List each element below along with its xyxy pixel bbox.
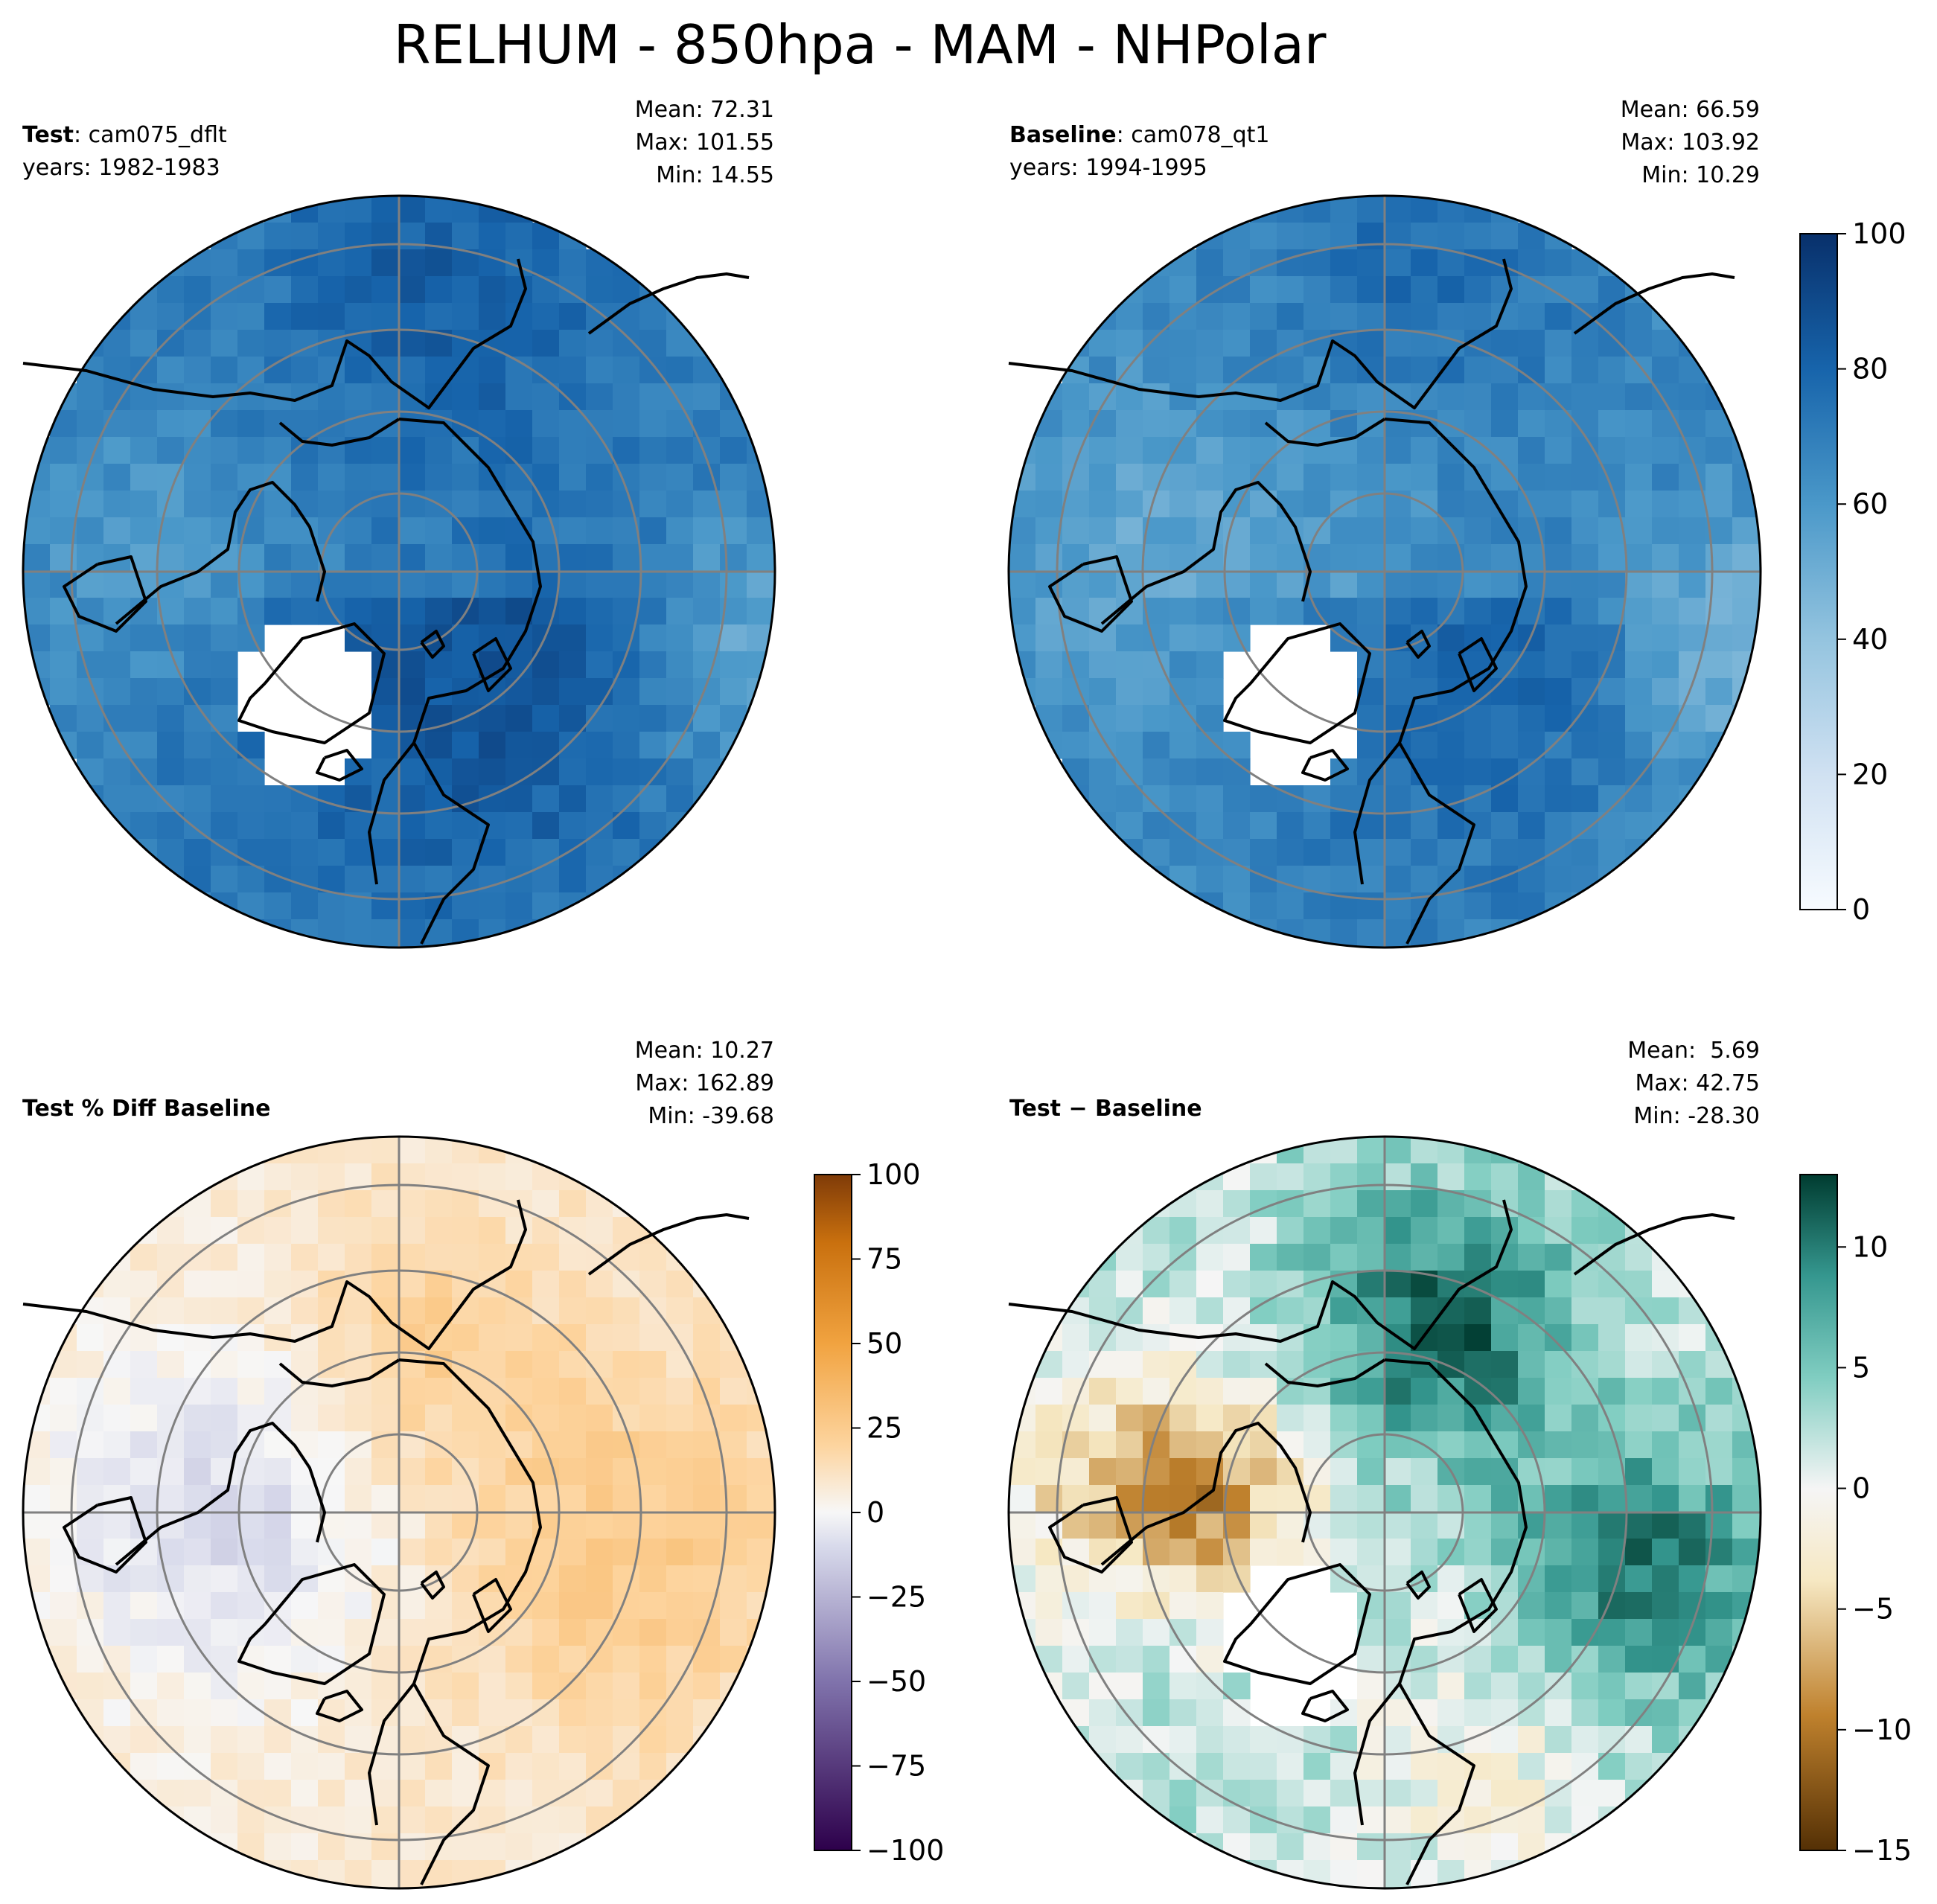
baseline-min: Min: 10.29 [1641,162,1760,188]
colorbar-tick-label: −50 [867,1665,926,1698]
test-min: Min: 14.55 [656,162,774,188]
test-map-overlay [22,194,776,949]
baseline-colorbar-bar [1799,233,1838,910]
colorbar-tick-label: 80 [1852,353,1888,386]
pctdiff-map-boundary [22,1135,776,1890]
colorbar-tick-label: 50 [867,1327,902,1360]
colorbar-tick-label: −75 [867,1750,926,1783]
colorbar-tick-label: 20 [1852,758,1888,790]
baseline-max: Max: 103.92 [1621,130,1760,156]
colorbar-tick-label: 0 [1852,893,1870,926]
colorbar-tick-label: −25 [867,1581,926,1614]
colorbar-tick-label: 75 [867,1243,902,1276]
pctdiff-min: Min: -39.68 [648,1103,774,1129]
baseline-label: Baseline: cam078_qt1 years: 1994-1995 [1009,119,1270,185]
colorbar-tick-label: 100 [1852,217,1906,250]
diff-max: Max: 42.75 [1635,1070,1760,1096]
diff-min: Min: -28.30 [1633,1103,1760,1129]
colorbar-tick-label: 40 [1852,623,1888,656]
baseline-map-boundary [1007,194,1762,949]
pctdiff-map-overlay [22,1135,776,1890]
colorbar-tick-label: 0 [1852,1472,1870,1505]
colorbar-tick-label: 100 [867,1158,921,1191]
diff-mean: Mean: 5.69 [1627,1038,1760,1064]
diff-stats: Mean: 5.69 Max: 42.75 Min: -28.30 [1627,1035,1760,1133]
test-label-rest: : cam075_dflt [74,122,227,148]
test-mean: Mean: 72.31 [634,97,774,123]
test-label: Test: cam075_dflt years: 1982-1983 [22,119,227,185]
test-max: Max: 101.55 [635,130,774,156]
figure-title: RELHUM - 850hpa - MAM - NHPolar [393,13,1327,76]
diff-colorbar: 10 5 0 −5 −10 −15 [1799,1174,1912,1867]
test-stats: Mean: 72.31 Max: 101.55 Min: 14.55 [635,94,774,192]
test-label-bold: Test [22,122,74,148]
colorbar-tick-label: −5 [1852,1593,1894,1626]
diff-colorbar-bar [1799,1174,1838,1851]
baseline-stats: Mean: 66.59 Max: 103.92 Min: 10.29 [1621,94,1760,192]
colorbar-tick-label: 10 [1852,1230,1888,1263]
pctdiff-max: Max: 162.89 [635,1070,774,1096]
diff-map-overlay [1007,1135,1762,1890]
pctdiff-mean: Mean: 10.27 [634,1038,774,1064]
baseline-map-overlay [1007,194,1762,949]
test-years: years: 1982-1983 [22,155,220,181]
baseline-years: years: 1994-1995 [1009,155,1207,181]
colorbar-tick-label: −10 [1852,1713,1912,1746]
pctdiff-colorbar: 100 75 50 25 0 −25 −50 −75 −100 [814,1158,944,1867]
diff-map-boundary [1007,1135,1762,1890]
test-map-boundary [22,194,776,949]
baseline-mean: Mean: 66.59 [1620,97,1760,123]
baseline-label-bold: Baseline [1009,122,1117,148]
pctdiff-colorbar-bar [814,1174,852,1851]
pctdiff-stats: Mean: 10.27 Max: 162.89 Min: -39.68 [635,1035,774,1133]
baseline-label-rest: : cam078_qt1 [1116,122,1270,148]
colorbar-tick-label: 0 [867,1496,884,1529]
colorbar-tick-label: −15 [1852,1834,1912,1867]
colorbar-tick-label: −100 [867,1834,944,1867]
baseline-colorbar: 100 80 60 40 20 0 [1799,217,1906,926]
pctdiff-label: Test % Diff Baseline [22,1093,271,1125]
colorbar-tick-label: 25 [867,1412,902,1445]
pctdiff-label-bold: Test % Diff Baseline [22,1096,271,1122]
diff-label: Test − Baseline [1009,1093,1202,1125]
colorbar-tick-label: 5 [1852,1351,1870,1384]
colorbar-tick-label: 60 [1852,488,1888,520]
diff-label-bold: Test − Baseline [1009,1096,1202,1122]
